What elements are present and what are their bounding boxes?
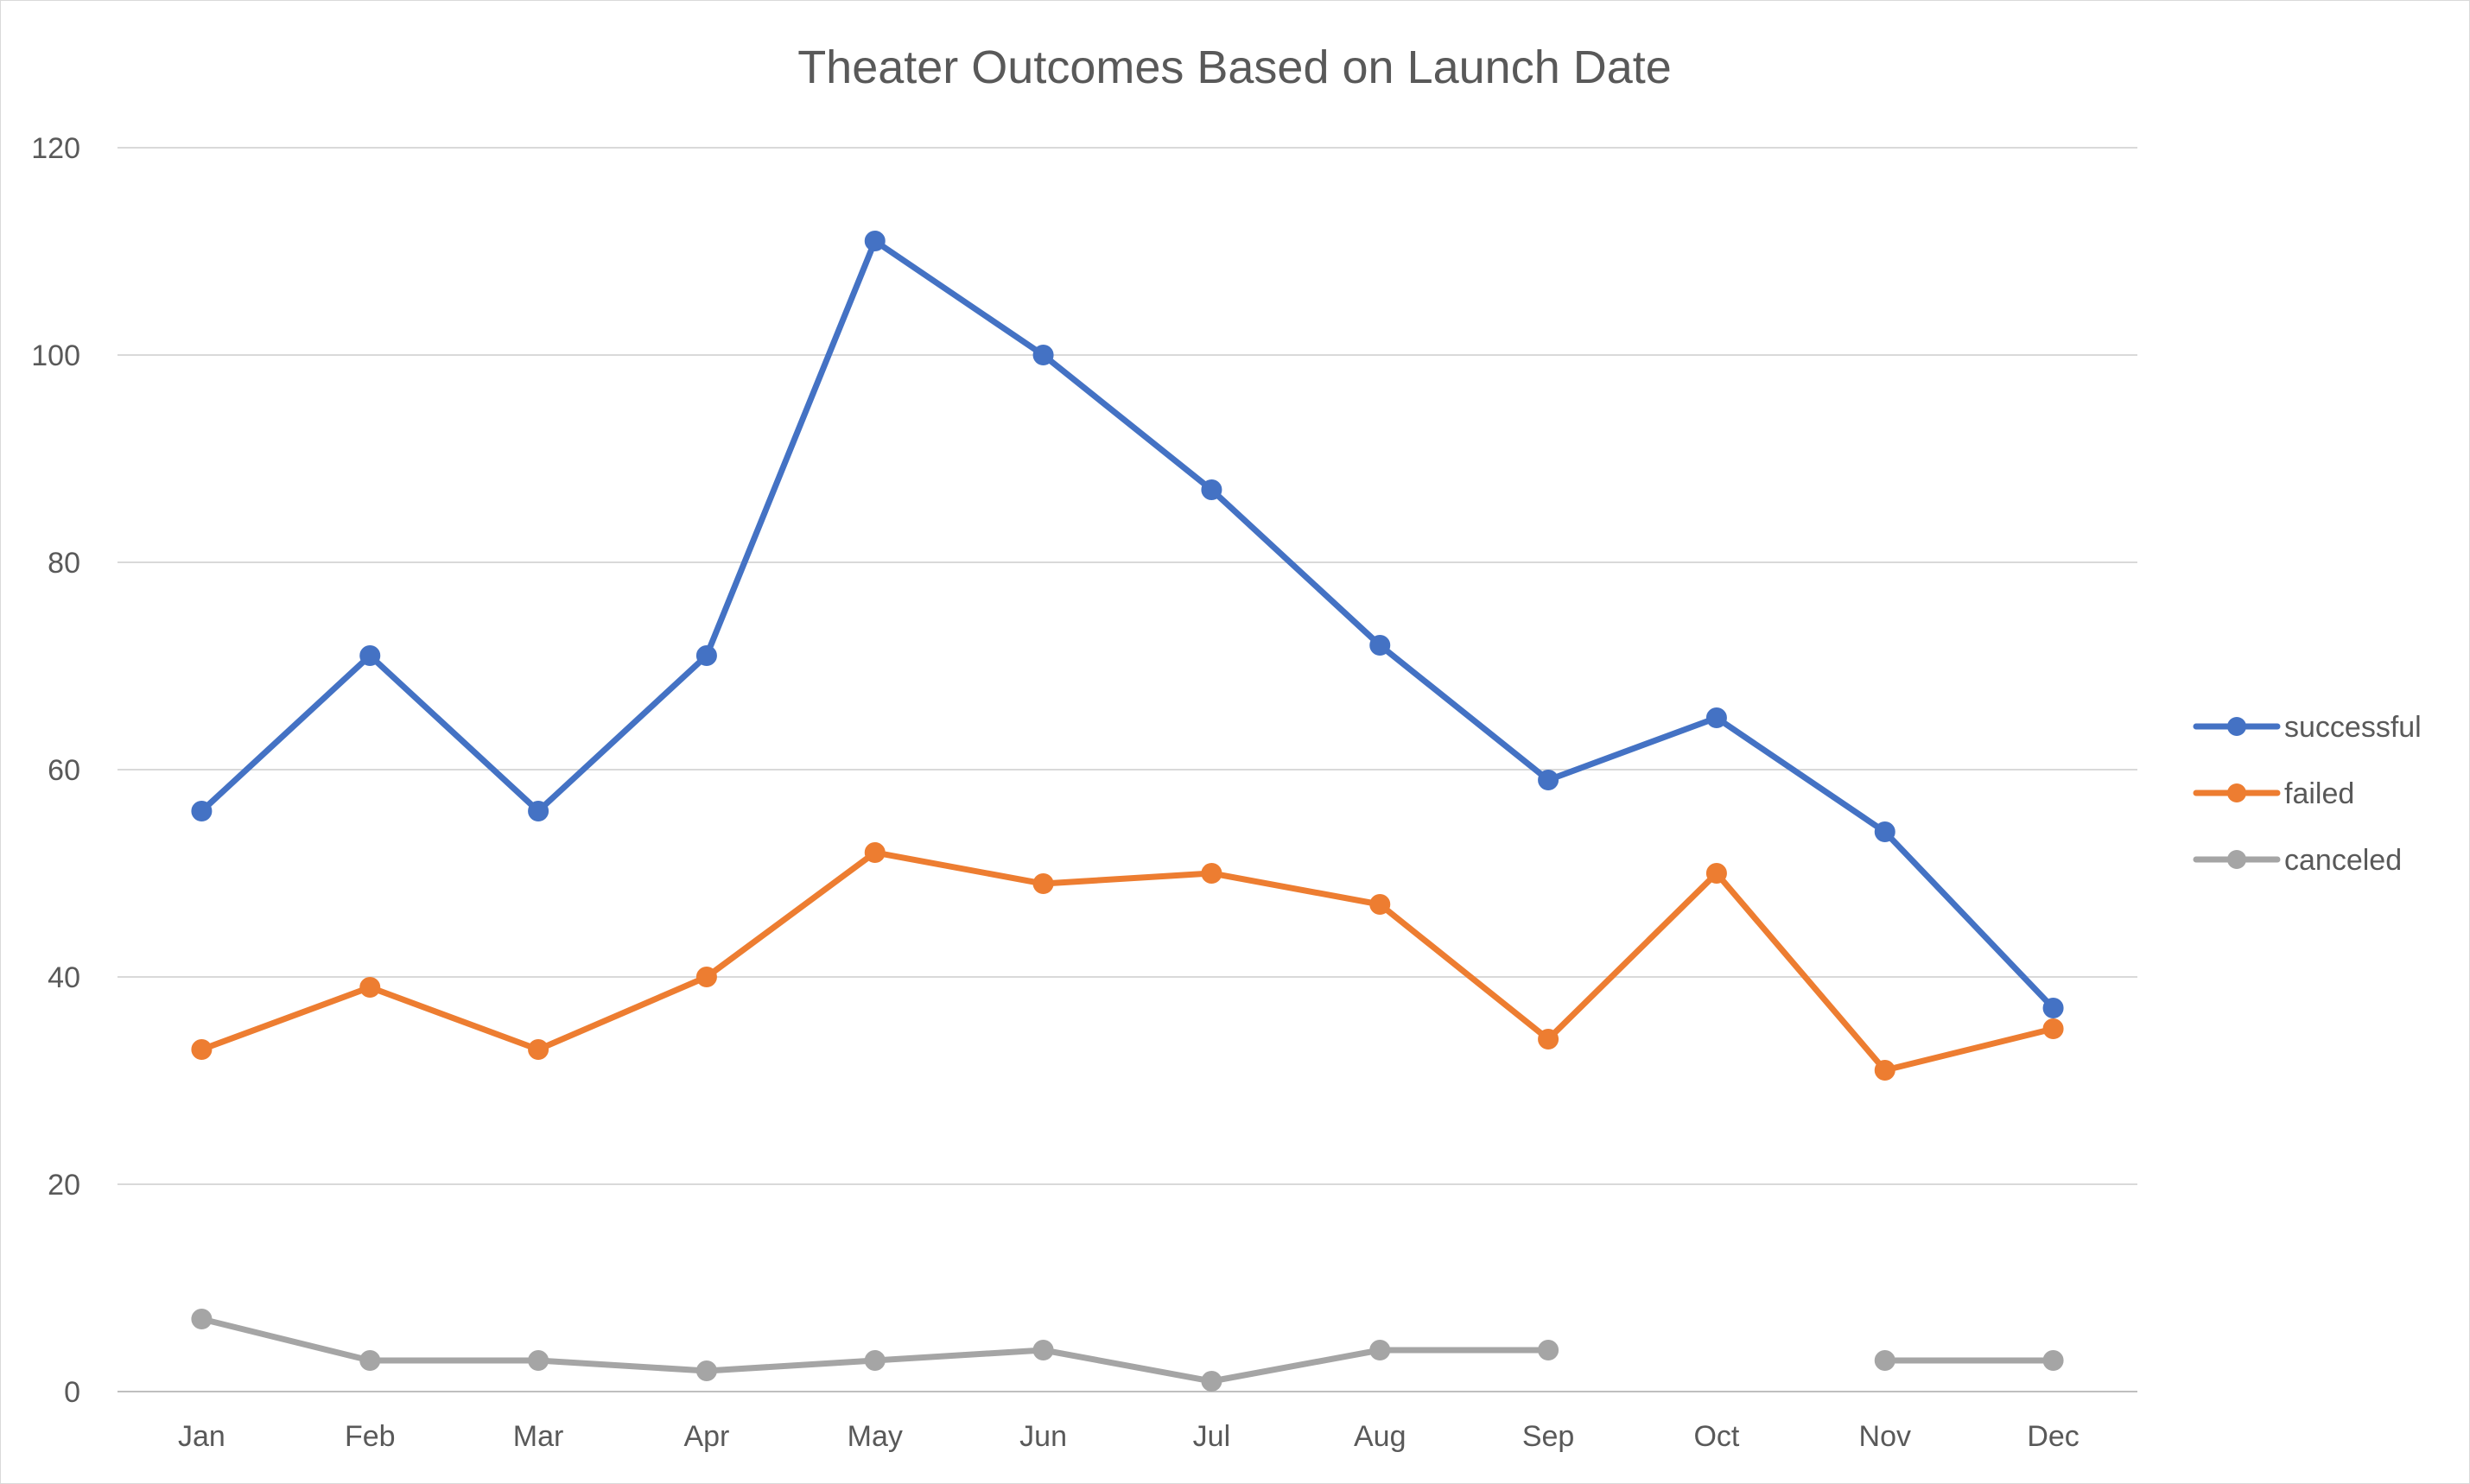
data-point-successful xyxy=(695,645,717,666)
data-point-failed xyxy=(1538,1029,1559,1050)
x-tick-label: Aug xyxy=(1354,1420,1406,1453)
series-canceled xyxy=(191,1309,2064,1392)
data-point-successful xyxy=(1538,770,1559,790)
data-point-successful xyxy=(359,645,381,666)
x-tick-label: Jan xyxy=(178,1420,225,1453)
y-tick-label: 40 xyxy=(48,961,80,994)
y-tick-label: 100 xyxy=(31,339,80,372)
x-tick-label: Jul xyxy=(1193,1420,1230,1453)
data-point-successful xyxy=(1201,479,1222,500)
data-point-successful xyxy=(1032,345,1054,365)
data-point-failed xyxy=(2042,1018,2064,1039)
legend: successful failed canceled xyxy=(2193,711,2422,877)
y-axis: 0 20 40 60 80 100 120 xyxy=(31,132,80,1409)
data-point-failed xyxy=(1369,894,1391,915)
x-tick-label: Apr xyxy=(683,1420,729,1453)
chart-title: Theater Outcomes Based on Launch Date xyxy=(797,41,1672,93)
data-point-successful xyxy=(2042,998,2064,1018)
data-point-successful xyxy=(1874,821,1895,842)
y-tick-label: 80 xyxy=(48,547,80,580)
x-axis: Jan Feb Mar Apr May Jun Jul Aug Sep Oct Nov Dec xyxy=(178,1420,2079,1453)
series-failed xyxy=(191,842,2064,1081)
series-successful xyxy=(191,231,2064,1018)
x-tick-label: May xyxy=(848,1420,903,1453)
data-point-failed xyxy=(1705,863,1727,884)
x-tick-label: Nov xyxy=(1859,1420,1911,1453)
data-point-failed xyxy=(1032,873,1054,894)
data-point-successful xyxy=(528,801,549,821)
y-tick-label: 120 xyxy=(31,132,80,165)
legend-label: successful xyxy=(2284,711,2422,744)
data-point-successful xyxy=(1705,707,1727,728)
data-point-canceled xyxy=(1538,1340,1559,1360)
data-point-canceled xyxy=(1874,1350,1895,1371)
legend-swatch-marker xyxy=(2227,783,2246,802)
data-point-successful xyxy=(1369,635,1391,656)
data-point-canceled xyxy=(191,1309,213,1329)
data-point-canceled xyxy=(2042,1350,2064,1371)
legend-item-successful: successful xyxy=(2193,711,2422,744)
data-point-canceled xyxy=(1201,1371,1222,1392)
data-point-canceled xyxy=(864,1350,886,1371)
data-point-canceled xyxy=(359,1350,381,1371)
y-tick-label: 0 xyxy=(64,1376,80,1409)
x-tick-label: Jun xyxy=(1019,1420,1067,1453)
legend-swatch-marker xyxy=(2227,717,2246,736)
data-point-failed xyxy=(191,1039,213,1060)
legend-label: failed xyxy=(2284,777,2354,810)
data-point-canceled xyxy=(695,1360,717,1381)
data-point-failed xyxy=(864,842,886,863)
legend-swatch-marker xyxy=(2227,850,2246,869)
data-point-failed xyxy=(359,977,381,998)
data-point-failed xyxy=(695,967,717,987)
x-tick-label: Mar xyxy=(513,1420,564,1453)
gridlines xyxy=(117,147,2137,1392)
data-point-failed xyxy=(1201,863,1222,884)
series-line-failed xyxy=(198,849,2057,1074)
legend-item-canceled: canceled xyxy=(2193,844,2402,877)
data-point-canceled xyxy=(1032,1340,1054,1360)
data-point-failed xyxy=(528,1039,549,1060)
x-tick-label: Dec xyxy=(2027,1420,2079,1453)
series-group xyxy=(191,231,2064,1392)
y-tick-label: 60 xyxy=(48,754,80,787)
series-line-successful xyxy=(198,238,2057,1012)
y-tick-label: 20 xyxy=(48,1169,80,1202)
data-point-successful xyxy=(191,801,213,821)
data-point-canceled xyxy=(528,1350,549,1371)
data-point-failed xyxy=(1874,1060,1895,1081)
x-tick-label: Sep xyxy=(1522,1420,1575,1453)
x-tick-label: Oct xyxy=(1693,1420,1739,1453)
data-point-canceled xyxy=(1369,1340,1391,1360)
x-tick-label: Feb xyxy=(345,1420,396,1453)
legend-item-failed: failed xyxy=(2193,777,2354,810)
data-point-successful xyxy=(864,231,886,251)
legend-label: canceled xyxy=(2284,844,2402,877)
